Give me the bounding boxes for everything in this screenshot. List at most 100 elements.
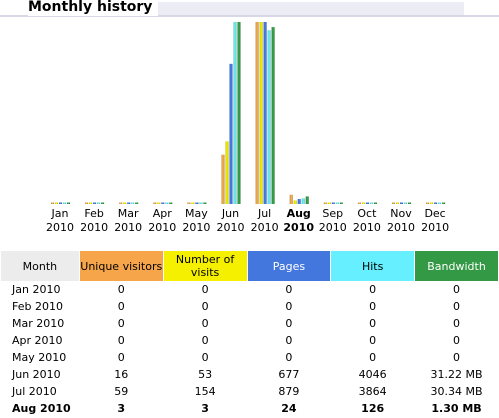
col-header-unique-visitors: Unique visitors <box>79 251 163 281</box>
bar-hits-may-2010 <box>199 202 203 204</box>
bar-pages-sep-2010 <box>331 202 335 204</box>
month-label-name: Dec <box>424 207 446 220</box>
bar-pages-nov-2010 <box>400 202 403 204</box>
bar-hits-nov-2010 <box>404 202 407 204</box>
cell-visits: 0 <box>201 351 209 364</box>
month-label-aug: Aug 2010 <box>282 207 316 235</box>
bar-bandwidth-aug-2010 <box>305 196 309 204</box>
cell-bandwidth: 0 <box>453 300 461 313</box>
bar-number-of-visits-oct-2010 <box>361 202 365 204</box>
bar-unique-visitors-sep-2010 <box>323 202 327 204</box>
month-label-year: 2010 <box>182 221 211 234</box>
month-label-year: 2010 <box>80 221 109 234</box>
bar-hits-jan-2010 <box>63 202 66 204</box>
month-label-apr: Apr 2010 <box>145 207 179 235</box>
bar-number-of-visits-jan-2010 <box>55 202 58 204</box>
bar-unique-visitors-jan-2010 <box>51 202 54 204</box>
cell-bandwidth: 31.22 MB <box>430 368 483 381</box>
bar-number-of-visits-may-2010 <box>191 202 195 204</box>
cell-pages: 0 <box>285 317 293 330</box>
bar-hits-jul-2010 <box>267 30 271 204</box>
cell-hits: 0 <box>369 351 377 364</box>
cell-bandwidth: 1.30 MB <box>431 402 482 415</box>
table-row: May 2010 0 0 0 0 0 <box>1 349 498 366</box>
cell-hits: 0 <box>369 283 377 296</box>
cell-bandwidth: 30.34 MB <box>430 385 483 398</box>
month-label-year: 2010 <box>352 221 381 234</box>
bar-unique-visitors-apr-2010 <box>153 202 157 204</box>
bar-pages-apr-2010 <box>161 202 165 204</box>
cell-visits: 0 <box>201 283 209 296</box>
cell-visits: 3 <box>201 402 209 415</box>
cell-pages: 0 <box>285 334 293 347</box>
bar-bandwidth-jun-2010 <box>237 22 241 204</box>
cell-pages: 0 <box>285 351 293 364</box>
cell-bandwidth: 0 <box>453 334 461 347</box>
monthly-stats-table: Month Unique visitors Number of visits Page… <box>0 251 499 417</box>
bar-hits-jun-2010 <box>233 22 237 204</box>
table-row: Mar 2010 0 0 0 0 0 <box>1 315 498 332</box>
monthly-history-chart <box>51 22 446 205</box>
cell-hits: 0 <box>369 300 377 313</box>
bar-bandwidth-nov-2010 <box>408 202 411 204</box>
bar-hits-dec-2010 <box>438 202 442 204</box>
month-label-jun: Jun 2010 <box>214 207 248 235</box>
bar-pages-jan-2010 <box>59 202 62 204</box>
month-label-year: 2010 <box>387 221 415 234</box>
month-label-sep: Sep 2010 <box>316 207 350 235</box>
table-body: Jan 2010 0 0 0 0 0 Feb 2010 0 0 0 0 0 Mar 2010 0 0 0 0 0 A… <box>1 281 498 417</box>
month-label-year: 2010 <box>114 221 143 234</box>
month-label-nov: Nov 2010 <box>384 207 418 235</box>
bar-pages-jul-2010 <box>263 22 267 204</box>
month-label-dec: Dec 2010 <box>418 207 452 235</box>
month-label-mar: Mar 2010 <box>111 207 145 235</box>
cell-pages: 0 <box>285 283 293 296</box>
cell-bandwidth: 0 <box>453 283 461 296</box>
bar-bandwidth-may-2010 <box>203 202 207 204</box>
cell-visits: 0 <box>201 317 209 330</box>
cell-unique: 16 <box>114 368 129 381</box>
table-row: Feb 2010 0 0 0 0 0 <box>1 298 498 315</box>
cell-month: Feb 2010 <box>12 300 63 313</box>
section-header: Monthly history <box>0 0 499 17</box>
bar-number-of-visits-jul-2010 <box>259 22 263 204</box>
cell-hits: 3864 <box>358 385 387 398</box>
bar-unique-visitors-oct-2010 <box>357 202 361 204</box>
bar-bandwidth-oct-2010 <box>373 202 377 204</box>
bar-number-of-visits-aug-2010 <box>293 200 297 204</box>
bar-hits-sep-2010 <box>335 202 339 204</box>
cell-pages: 24 <box>281 402 297 415</box>
col-header-month: Month <box>1 251 79 281</box>
bar-bandwidth-jul-2010 <box>271 27 275 204</box>
bar-hits-apr-2010 <box>165 202 169 204</box>
month-label-name: Mar <box>117 207 139 220</box>
cell-month: Jun 2010 <box>12 368 61 381</box>
cell-month: May 2010 <box>12 351 67 364</box>
bar-unique-visitors-mar-2010 <box>119 202 123 204</box>
bar-pages-oct-2010 <box>365 202 369 204</box>
cell-month: Mar 2010 <box>12 317 65 330</box>
bar-unique-visitors-nov-2010 <box>392 202 395 204</box>
month-label-year: 2010 <box>148 221 177 234</box>
month-label-jan: Jan 2010 <box>43 207 77 235</box>
cell-hits: 0 <box>369 334 377 347</box>
cell-unique: 3 <box>117 402 126 415</box>
col-header-pages: Pages <box>247 251 331 281</box>
bar-unique-visitors-feb-2010 <box>85 202 89 204</box>
table-row: Jul 2010 59 154 879 3864 30.34 MB <box>1 383 498 400</box>
bar-bandwidth-sep-2010 <box>339 202 343 204</box>
bar-pages-feb-2010 <box>93 202 97 204</box>
month-label-name: Apr <box>152 207 172 220</box>
bar-pages-mar-2010 <box>127 202 131 204</box>
bar-bandwidth-apr-2010 <box>169 202 173 204</box>
bar-number-of-visits-jun-2010 <box>225 141 229 204</box>
month-label-name: Jan <box>51 207 69 220</box>
cell-unique: 0 <box>117 317 125 330</box>
bar-pages-may-2010 <box>195 202 199 204</box>
bar-pages-jun-2010 <box>229 63 233 205</box>
cell-bandwidth: 0 <box>453 351 461 364</box>
month-label-jul: Jul 2010 <box>248 207 282 235</box>
col-header-number-of-visits: Number of visits <box>163 251 247 281</box>
month-label-year: 2010 <box>283 221 314 234</box>
cell-pages: 677 <box>278 368 300 381</box>
